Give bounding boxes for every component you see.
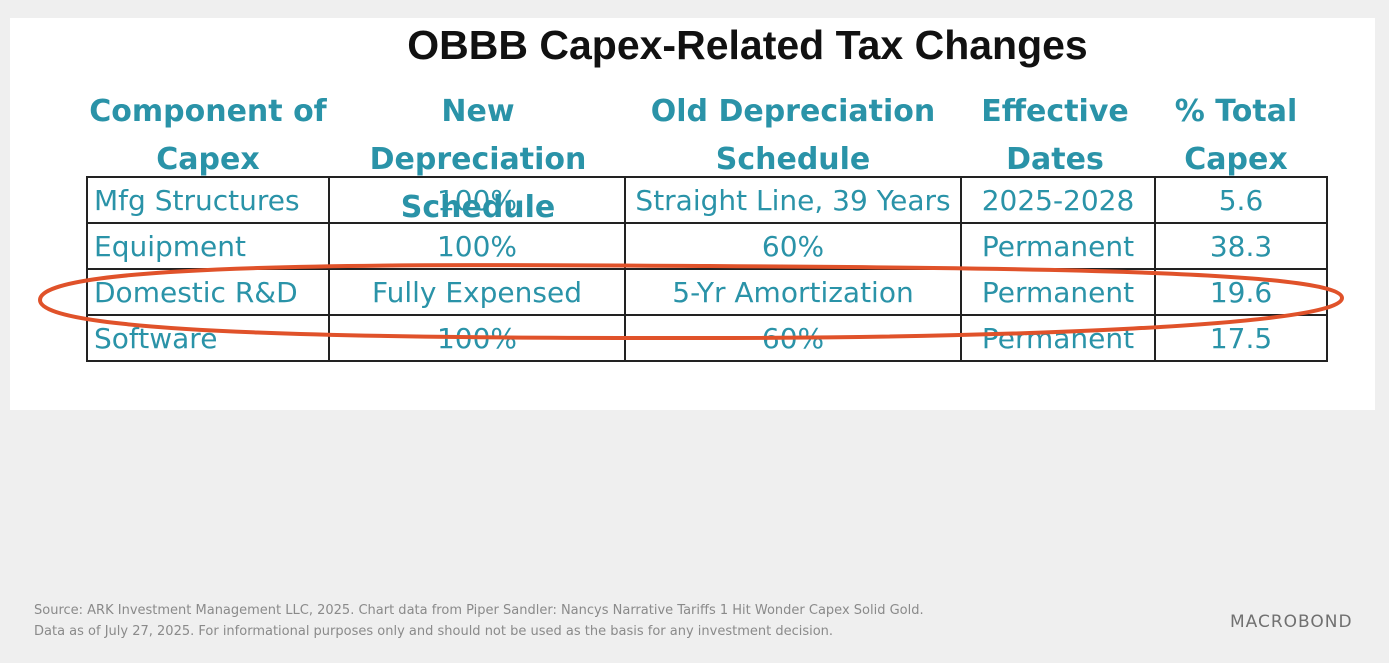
table-cell: 17.5 [1154, 314, 1328, 362]
header-old-line1: Old Depreciation [650, 94, 936, 129]
header-pct-line2: Capex [1184, 142, 1288, 177]
header-component-line2: Capex [156, 142, 260, 177]
source-line-1: Source: ARK Investment Management LLC, 2… [34, 603, 924, 618]
table-row-highlighted: Domestic R&D Fully Expensed 5-Yr Amortiz… [86, 268, 1328, 316]
header-pct-total: % Total Capex [1150, 88, 1322, 184]
table-cell: Permanent [960, 222, 1156, 270]
table-cell: 19.6 [1154, 268, 1328, 316]
header-pct-line1: % Total [1174, 94, 1298, 129]
table-cell: Straight Line, 39 Years [624, 176, 962, 224]
table-cell: 100% [328, 222, 626, 270]
table-cell: Domestic R&D [86, 268, 330, 316]
table-cell: 100% [328, 314, 626, 362]
header-effective-dates: Effective Dates [960, 88, 1150, 184]
table-cell: 60% [624, 222, 962, 270]
header-new-line1: New Depreciation [369, 94, 587, 177]
slide-title: OBBB Capex-Related Tax Changes [407, 22, 1088, 68]
table-cell: 38.3 [1154, 222, 1328, 270]
table-header-row: Component of Capex New Depreciation Sche… [0, 88, 1389, 225]
table-cell: Software [86, 314, 330, 362]
header-effective-line2: Dates [1006, 142, 1104, 177]
macrobond-logo: MACROBOND [1230, 612, 1353, 632]
header-old-depreciation: Old Depreciation Schedule [626, 88, 960, 184]
table-row: Equipment 100% 60% Permanent 38.3 [86, 222, 1328, 270]
table-cell: Mfg Structures [86, 176, 330, 224]
table-cell: Permanent [960, 268, 1156, 316]
source-line-2: Data as of July 27, 2025. For informatio… [34, 624, 834, 639]
table-cell: Equipment [86, 222, 330, 270]
table-cell: 60% [624, 314, 962, 362]
header-old-line2: Schedule [715, 142, 871, 177]
header-effective-line1: Effective [981, 94, 1129, 129]
source-footnote: Source: ARK Investment Management LLC, 2… [34, 600, 924, 642]
table-row: Software 100% 60% Permanent 17.5 [86, 314, 1328, 362]
capex-table: Mfg Structures 100% Straight Line, 39 Ye… [86, 176, 1328, 362]
table-cell: 2025-2028 [960, 176, 1156, 224]
table-cell: 100% [328, 176, 626, 224]
table-cell: Fully Expensed [328, 268, 626, 316]
table-cell: 5.6 [1154, 176, 1328, 224]
header-component-line1: Component of [89, 94, 327, 129]
table-cell: Permanent [960, 314, 1156, 362]
table-row: Mfg Structures 100% Straight Line, 39 Ye… [86, 176, 1328, 224]
header-component: Component of Capex [86, 88, 330, 184]
table-cell: 5-Yr Amortization [624, 268, 962, 316]
